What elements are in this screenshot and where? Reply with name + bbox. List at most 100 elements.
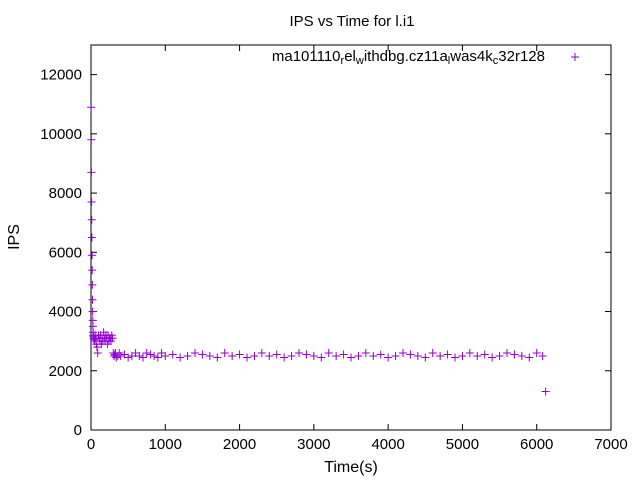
x-tick-label: 6000 <box>520 436 553 453</box>
x-tick-label: 7000 <box>594 436 627 453</box>
data-point <box>510 350 519 359</box>
data-point <box>517 351 526 360</box>
y-tick-label: 4000 <box>49 304 82 321</box>
data-point <box>532 349 541 357</box>
data-point <box>347 353 355 362</box>
y-tick-label: 0 <box>74 422 82 439</box>
data-point <box>205 351 214 360</box>
y-tick-label: 12000 <box>40 67 82 84</box>
data-point <box>88 295 97 304</box>
data-point <box>176 353 185 362</box>
data-point <box>391 351 400 360</box>
data-point <box>93 349 102 357</box>
x-axis-label: Time(s) <box>324 459 378 476</box>
x-tick-label: 2000 <box>223 436 256 453</box>
y-tick-label: 8000 <box>49 185 82 202</box>
data-point <box>87 215 96 224</box>
data-point <box>302 350 311 359</box>
data-point <box>112 353 121 362</box>
data-point <box>183 351 192 360</box>
data-point <box>265 351 274 360</box>
data-point <box>339 350 348 359</box>
data-point <box>541 387 550 396</box>
chart-title: IPS vs Time for l.i1 <box>289 13 414 30</box>
data-point <box>480 350 489 359</box>
data-point <box>213 353 222 362</box>
data-point <box>146 350 155 359</box>
data-point <box>116 351 125 360</box>
data-point <box>124 353 133 362</box>
data-point <box>198 350 207 359</box>
data-point <box>428 349 437 357</box>
data-point <box>88 266 97 275</box>
data-point <box>332 351 341 360</box>
data-point <box>309 351 318 360</box>
legend-marker-plus <box>571 53 579 61</box>
y-tick-label: 6000 <box>49 244 82 261</box>
data-point <box>87 103 96 112</box>
x-tick-label: 3000 <box>297 436 330 453</box>
data-point <box>168 350 177 359</box>
data-point <box>361 349 370 357</box>
data-point <box>458 351 467 360</box>
data-point <box>257 349 266 357</box>
data-point <box>384 353 393 362</box>
data-point <box>369 351 378 360</box>
data-point <box>324 349 333 357</box>
data-point <box>295 349 303 357</box>
data-point <box>495 351 504 360</box>
data-point <box>488 353 497 362</box>
data-point <box>87 197 96 206</box>
data-point <box>220 349 229 357</box>
data-point <box>443 350 452 359</box>
series-points <box>87 103 550 396</box>
data-point <box>150 351 159 360</box>
data-point <box>376 350 385 359</box>
data-point <box>87 233 96 242</box>
data-point <box>399 349 407 357</box>
x-tick-label: 4000 <box>371 436 404 453</box>
legend: ma101110relwithdbg.cz11alwas4kc32r128 <box>272 48 579 67</box>
y-axis-label: IPS <box>6 224 23 250</box>
data-point <box>473 351 482 360</box>
x-tick-label: 5000 <box>446 436 479 453</box>
data-point <box>538 351 547 360</box>
data-point <box>287 351 296 360</box>
data-point <box>88 251 97 260</box>
data-point <box>153 353 162 362</box>
data-point <box>191 349 199 357</box>
data-point <box>87 135 96 144</box>
data-point <box>465 349 474 357</box>
data-point <box>142 349 151 357</box>
data-point <box>317 353 326 362</box>
y-tick-label: 2000 <box>49 363 82 380</box>
data-point <box>451 353 459 362</box>
y-tick-label: 10000 <box>40 126 82 143</box>
data-point <box>135 351 144 360</box>
legend-entry-label: ma101110relwithdbg.cz11alwas4kc32r128 <box>272 48 545 67</box>
data-point <box>108 334 117 343</box>
legend-marker <box>571 53 579 61</box>
data-point <box>280 353 289 362</box>
data-point <box>92 343 101 352</box>
data-point <box>87 168 96 177</box>
x-tick-label: 1000 <box>149 436 182 453</box>
data-point <box>161 351 170 360</box>
x-axis: 0 1000 2000 3000 4000 5000 6000 7000 <box>87 45 628 453</box>
data-point <box>243 353 251 362</box>
data-point <box>406 350 415 359</box>
data-point <box>272 350 281 359</box>
data-point <box>525 353 534 362</box>
data-point <box>228 351 237 360</box>
plot-frame <box>90 44 612 431</box>
data-point <box>503 349 511 357</box>
data-point <box>250 351 259 360</box>
data-point <box>354 351 363 360</box>
data-point <box>235 350 244 359</box>
data-point <box>88 280 97 289</box>
data-point <box>436 351 445 360</box>
x-tick-label: 0 <box>87 436 95 453</box>
y-axis: 0 2000 4000 6000 8000 10000 12000 <box>40 67 611 439</box>
data-point <box>139 353 147 362</box>
